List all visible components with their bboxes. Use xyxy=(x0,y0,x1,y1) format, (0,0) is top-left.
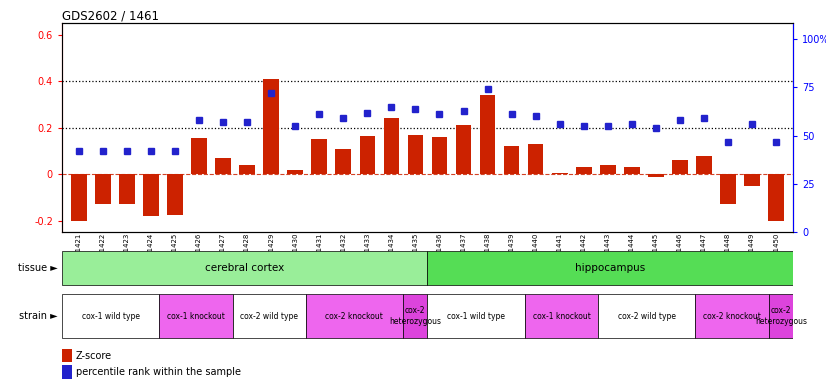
Bar xyxy=(191,138,206,174)
Bar xyxy=(624,167,639,174)
Bar xyxy=(598,294,695,338)
Bar xyxy=(359,136,375,174)
Bar xyxy=(240,165,255,174)
Text: strain ►: strain ► xyxy=(19,311,58,321)
Bar xyxy=(62,294,159,338)
Text: cox-2 knockout: cox-2 knockout xyxy=(325,311,383,321)
Bar xyxy=(71,174,87,221)
Bar xyxy=(480,95,496,174)
Text: cox-1 wild type: cox-1 wild type xyxy=(447,311,506,321)
Bar xyxy=(428,251,793,285)
Text: cox-1 wild type: cox-1 wild type xyxy=(82,311,140,321)
Text: cox-2 knockout: cox-2 knockout xyxy=(703,311,761,321)
Bar xyxy=(528,144,544,174)
Bar xyxy=(695,294,768,338)
Bar xyxy=(744,174,760,186)
Bar xyxy=(311,139,327,174)
Bar xyxy=(432,137,448,174)
Bar xyxy=(768,174,784,221)
Text: cox-1 knockout: cox-1 knockout xyxy=(533,311,591,321)
Text: percentile rank within the sample: percentile rank within the sample xyxy=(76,367,241,377)
Text: cox-2 wild type: cox-2 wild type xyxy=(240,311,298,321)
Bar xyxy=(159,294,233,338)
Bar xyxy=(167,174,183,215)
Bar xyxy=(720,174,736,204)
Bar xyxy=(233,294,306,338)
Bar xyxy=(335,149,351,174)
Bar xyxy=(403,294,428,338)
Bar xyxy=(383,118,399,174)
Text: cox-2
heterozygous: cox-2 heterozygous xyxy=(389,306,441,326)
Text: cox-1 knockout: cox-1 knockout xyxy=(167,311,225,321)
Bar xyxy=(696,156,712,174)
Bar xyxy=(306,294,403,338)
Bar xyxy=(407,135,423,174)
Bar xyxy=(428,294,525,338)
Bar xyxy=(648,174,664,177)
Text: tissue ►: tissue ► xyxy=(18,263,58,273)
Bar xyxy=(95,174,111,204)
Bar xyxy=(672,160,688,174)
Bar xyxy=(143,174,159,216)
Bar xyxy=(525,294,598,338)
Bar xyxy=(456,125,472,174)
Bar xyxy=(600,165,615,174)
Bar xyxy=(552,173,567,174)
Bar xyxy=(768,294,793,338)
Bar xyxy=(576,167,591,174)
Text: cox-2 wild type: cox-2 wild type xyxy=(618,311,676,321)
Bar xyxy=(263,79,279,174)
Text: cerebral cortex: cerebral cortex xyxy=(205,263,284,273)
Text: Z-score: Z-score xyxy=(76,351,112,361)
Bar xyxy=(119,174,135,204)
Text: cox-2
heterozygous: cox-2 heterozygous xyxy=(755,306,807,326)
Bar xyxy=(287,170,303,174)
Text: GDS2602 / 1461: GDS2602 / 1461 xyxy=(62,10,159,23)
Bar xyxy=(216,158,231,174)
Bar xyxy=(504,146,520,174)
Bar xyxy=(62,251,428,285)
Text: hippocampus: hippocampus xyxy=(575,263,645,273)
